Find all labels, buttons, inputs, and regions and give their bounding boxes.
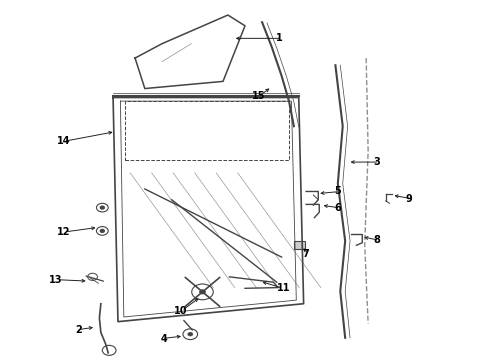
Text: 7: 7 <box>303 248 309 258</box>
Text: 2: 2 <box>75 325 82 335</box>
Text: 4: 4 <box>161 333 168 343</box>
Circle shape <box>100 229 104 232</box>
Text: 15: 15 <box>252 91 266 101</box>
Circle shape <box>100 206 104 209</box>
Text: 3: 3 <box>373 157 380 167</box>
Text: 10: 10 <box>174 306 187 316</box>
Circle shape <box>188 332 193 336</box>
Text: 1: 1 <box>276 33 283 43</box>
Text: 5: 5 <box>334 186 341 197</box>
Text: 6: 6 <box>334 203 341 213</box>
Text: 8: 8 <box>373 235 380 245</box>
Circle shape <box>199 290 205 294</box>
Text: 12: 12 <box>56 227 70 237</box>
Text: 11: 11 <box>277 283 291 293</box>
Bar <box>294 241 305 249</box>
Text: 13: 13 <box>49 275 63 285</box>
Text: 14: 14 <box>56 136 70 146</box>
Text: 9: 9 <box>405 194 412 204</box>
